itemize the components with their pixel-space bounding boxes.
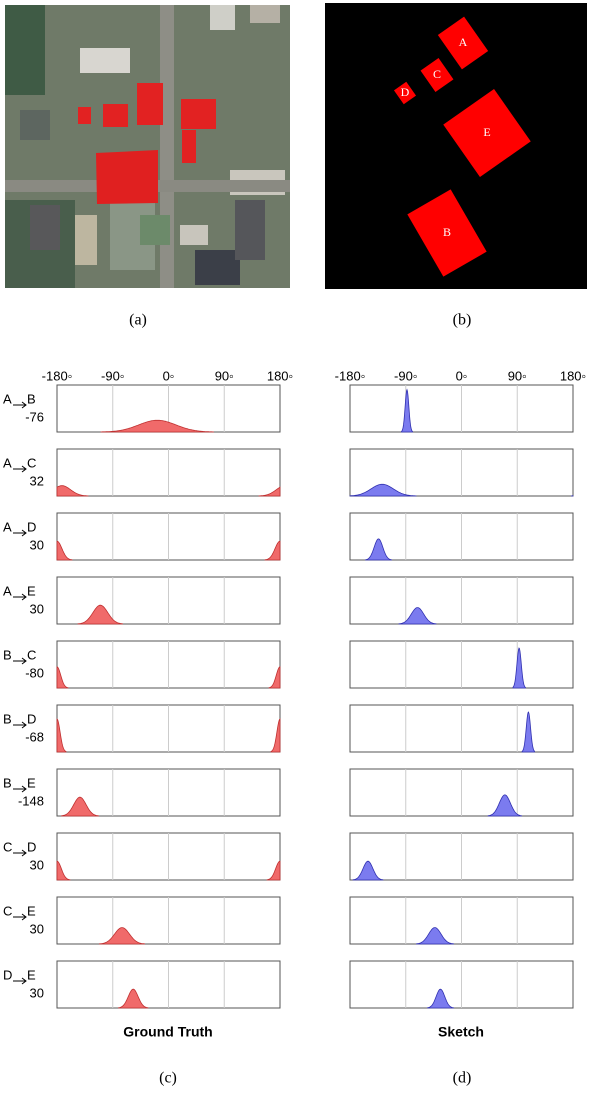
panel-label: (d)	[453, 1070, 472, 1087]
x-tick-label: -90◦	[394, 368, 417, 383]
row-value: 30	[30, 985, 44, 1000]
row-to: C	[27, 455, 36, 470]
sketch-label: D	[401, 85, 410, 99]
row-value: 30	[30, 537, 44, 552]
sketch-label: B	[443, 225, 451, 239]
row-to: E	[27, 903, 36, 918]
row-value: -148	[18, 793, 44, 808]
row-to: E	[27, 775, 36, 790]
row-from: B	[3, 711, 12, 726]
row-value: 30	[30, 601, 44, 616]
x-tick-label: 180◦	[560, 368, 586, 383]
x-tick-label: 90◦	[508, 368, 527, 383]
row-to: C	[27, 647, 36, 662]
row-from: B	[3, 647, 12, 662]
row-from: A	[3, 519, 12, 534]
x-tick-label: 180◦	[267, 368, 293, 383]
x-tick-label: -180◦	[335, 368, 366, 383]
column-title: Sketch	[438, 1024, 484, 1040]
x-tick-label: 0◦	[163, 368, 175, 383]
panel-label: (b)	[453, 312, 472, 329]
sketch-label: C	[433, 67, 441, 81]
row-value: -76	[25, 409, 44, 424]
row-value: 32	[30, 473, 44, 488]
row-from: A	[3, 583, 12, 598]
row-value: -68	[25, 729, 44, 744]
row-from: D	[3, 967, 12, 982]
x-tick-label: 0◦	[456, 368, 468, 383]
x-tick-label: -90◦	[101, 368, 124, 383]
figure: ABCDE (a) (b) Ground Truth Sketch (c) (d…	[0, 0, 589, 1096]
x-tick-label: -180◦	[42, 368, 73, 383]
row-value: 30	[30, 857, 44, 872]
sketch-label: E	[483, 125, 490, 139]
row-to: D	[27, 519, 36, 534]
aerial-image	[5, 5, 290, 288]
row-from: A	[3, 455, 12, 470]
row-from: A	[3, 391, 12, 406]
row-from: C	[3, 839, 12, 854]
row-to: D	[27, 839, 36, 854]
row-to: D	[27, 711, 36, 726]
panel-label: (a)	[129, 312, 147, 329]
row-value: -80	[25, 665, 44, 680]
row-to: E	[27, 583, 36, 598]
row-to: B	[27, 391, 36, 406]
sketch-label: A	[459, 35, 468, 49]
row-to: E	[27, 967, 36, 982]
panel-label: (c)	[159, 1070, 177, 1087]
row-from: B	[3, 775, 12, 790]
row-value: 30	[30, 921, 44, 936]
x-tick-label: 90◦	[215, 368, 234, 383]
column-title: Ground Truth	[123, 1024, 212, 1040]
row-from: C	[3, 903, 12, 918]
